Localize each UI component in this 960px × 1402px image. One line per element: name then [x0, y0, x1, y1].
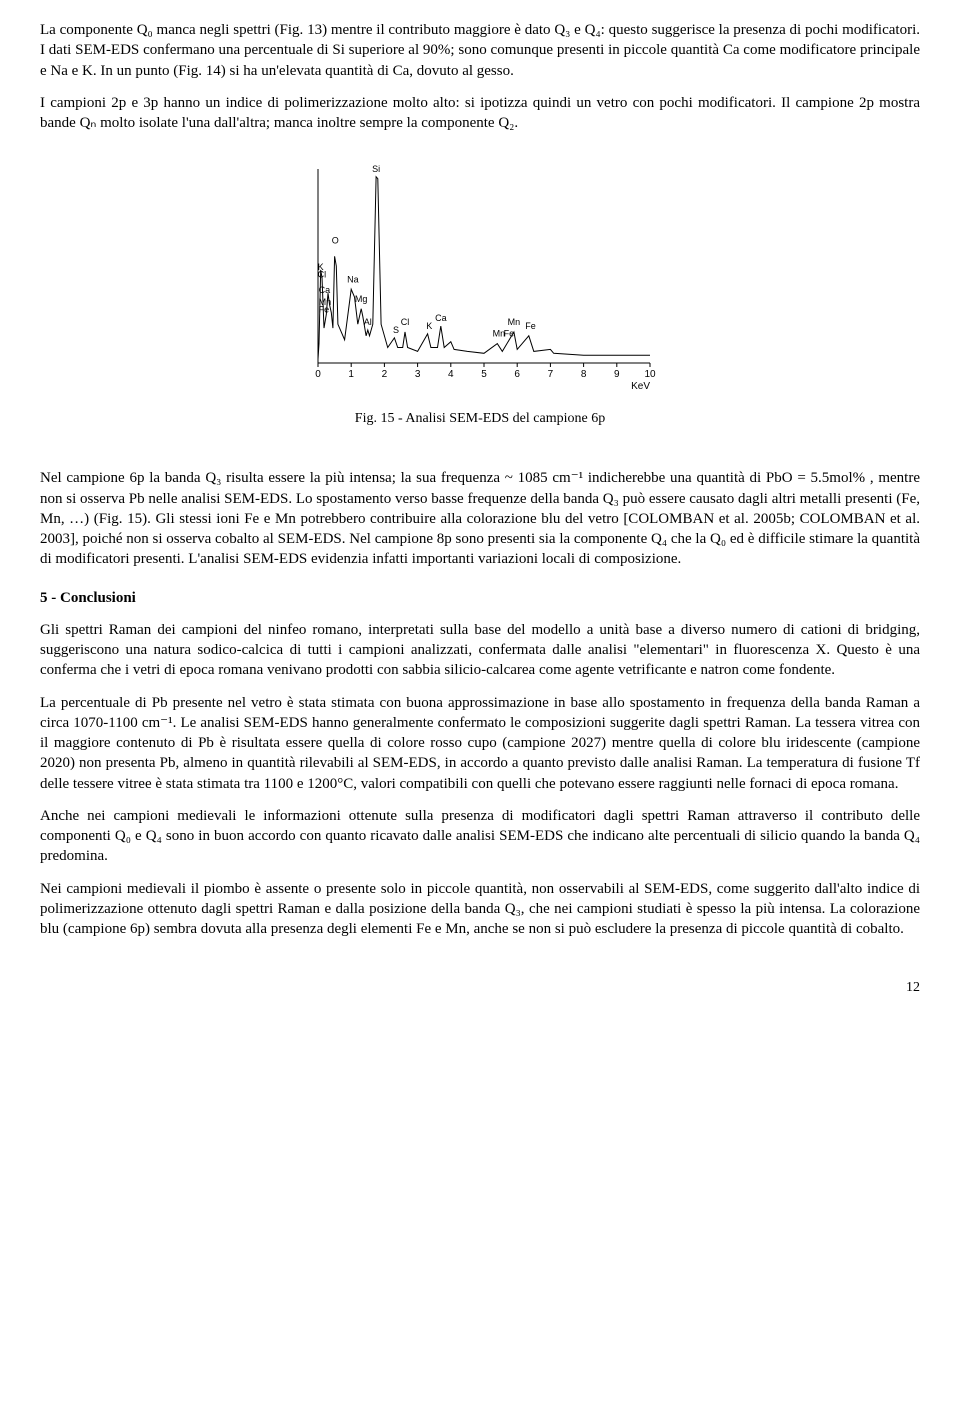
svg-text:Fe: Fe — [504, 329, 515, 339]
svg-text:S: S — [393, 325, 399, 335]
paragraph-6: Anche nei campioni medievali le informaz… — [40, 806, 920, 867]
svg-text:2: 2 — [382, 369, 388, 380]
svg-text:Si: Si — [372, 164, 380, 174]
svg-text:Mn: Mn — [508, 317, 521, 327]
svg-text:7: 7 — [548, 369, 554, 380]
svg-text:Cl: Cl — [401, 317, 410, 327]
svg-text:Fe: Fe — [525, 321, 536, 331]
svg-text:Al: Al — [364, 317, 372, 327]
svg-text:Na: Na — [347, 275, 359, 285]
svg-text:KeV: KeV — [631, 381, 650, 392]
svg-text:1: 1 — [348, 369, 354, 380]
paragraph-1: La componente Q₀ manca negli spettri (Fi… — [40, 20, 920, 81]
svg-text:Ca: Ca — [435, 313, 447, 323]
svg-text:3: 3 — [415, 369, 421, 380]
paragraph-3: Nel campione 6p la banda Q₃ risulta esse… — [40, 468, 920, 569]
svg-text:0: 0 — [315, 369, 321, 380]
svg-text:6: 6 — [514, 369, 520, 380]
svg-text:Ca: Ca — [319, 285, 331, 295]
svg-text:4: 4 — [448, 369, 454, 380]
paragraph-7: Nei campioni medievali il piombo è assen… — [40, 879, 920, 940]
svg-text:8: 8 — [581, 369, 587, 380]
svg-text:Mg: Mg — [355, 294, 368, 304]
sem-eds-spectrum-chart: 012345678910KeVKClCaMnFeONaMgAlSiSClKCaM… — [300, 163, 660, 393]
figure-15: 012345678910KeVKClCaMnFeONaMgAlSiSClKCaM… — [40, 163, 920, 428]
section-5-heading: 5 - Conclusioni — [40, 588, 920, 608]
svg-text:5: 5 — [481, 369, 487, 380]
figure-15-caption: Fig. 15 - Analisi SEM-EDS del campione 6… — [40, 410, 920, 429]
svg-text:K: K — [426, 321, 432, 331]
svg-text:10: 10 — [644, 369, 656, 380]
svg-text:Cl: Cl — [318, 270, 327, 280]
paragraph-5: La percentuale di Pb presente nel vetro … — [40, 693, 920, 794]
paragraph-4: Gli spettri Raman dei campioni del ninfe… — [40, 620, 920, 681]
svg-text:9: 9 — [614, 369, 620, 380]
page-number: 12 — [40, 979, 920, 998]
svg-text:Fe: Fe — [319, 305, 330, 315]
paragraph-2: I campioni 2p e 3p hanno un indice di po… — [40, 93, 920, 134]
svg-text:O: O — [332, 236, 339, 246]
